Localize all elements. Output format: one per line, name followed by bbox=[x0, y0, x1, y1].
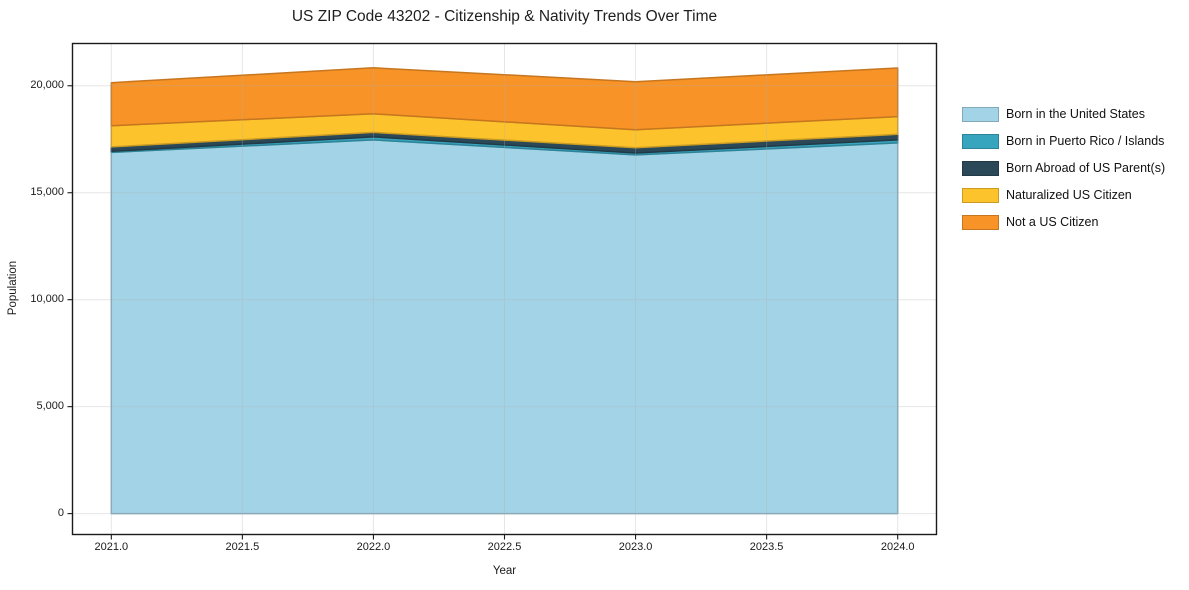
legend-label: Born in Puerto Rico / Islands bbox=[1006, 134, 1165, 148]
x-axis-label: Year bbox=[492, 565, 517, 577]
x-tick-label: 2024.0 bbox=[880, 541, 915, 553]
legend-label: Born in the United States bbox=[1006, 107, 1145, 121]
legend-swatch bbox=[962, 107, 999, 122]
legend-swatch bbox=[962, 161, 999, 176]
y-axis-label: Population bbox=[7, 260, 19, 316]
y-tick-label: 15,000 bbox=[30, 186, 64, 199]
x-tick-label: 2023.0 bbox=[618, 541, 653, 553]
tick-marks bbox=[67, 85, 899, 540]
legend-swatch bbox=[962, 134, 999, 149]
legend-item-born-in-puerto-rico-islands: Born in Puerto Rico / Islands bbox=[962, 134, 1165, 149]
legend-label: Not a US Citizen bbox=[1006, 215, 1099, 229]
area-not-a-us-citizen bbox=[110, 67, 899, 131]
legend-swatch bbox=[962, 215, 999, 230]
legend-item-naturalized-us-citizen: Naturalized US Citizen bbox=[962, 188, 1165, 203]
legend-item-born-abroad-of-us-parent-s: Born Abroad of US Parent(s) bbox=[962, 161, 1165, 176]
legend-item-born-in-the-united-states: Born in the United States bbox=[962, 107, 1165, 122]
y-tick-label: 0 bbox=[57, 507, 64, 520]
legend-swatch bbox=[962, 188, 999, 203]
legend-label: Born Abroad of US Parent(s) bbox=[1006, 161, 1166, 175]
y-tick-label: 5,000 bbox=[36, 400, 64, 413]
y-tick-label: 10,000 bbox=[30, 293, 64, 306]
chart-canvas bbox=[67, 42, 938, 540]
x-tick-label: 2023.5 bbox=[749, 541, 784, 553]
plot-frame bbox=[71, 42, 938, 536]
legend-item-not-a-us-citizen: Not a US Citizen bbox=[962, 215, 1165, 230]
legend-label: Naturalized US Citizen bbox=[1006, 188, 1132, 202]
y-tick-label: 20,000 bbox=[30, 79, 64, 92]
legend: Born in the United States Born in Puerto … bbox=[962, 107, 1165, 242]
x-tick-label: 2022.0 bbox=[356, 541, 391, 553]
x-tick-label: 2021.5 bbox=[225, 541, 260, 553]
chart-title: US ZIP Code 43202 - Citizenship & Nativi… bbox=[291, 8, 718, 25]
gridlines bbox=[72, 43, 937, 535]
x-tick-label: 2021.0 bbox=[94, 541, 129, 553]
x-tick-label: 2022.5 bbox=[487, 541, 522, 553]
